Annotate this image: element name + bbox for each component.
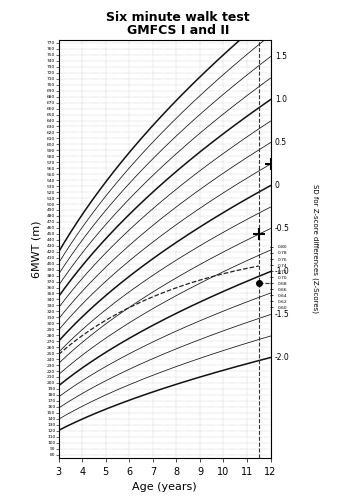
Text: 0.78: 0.78 (278, 252, 287, 256)
Text: 1.5: 1.5 (275, 52, 287, 61)
Text: -1.5: -1.5 (275, 310, 289, 319)
Text: 0.68: 0.68 (278, 282, 287, 286)
Text: 0.76: 0.76 (278, 258, 287, 262)
Text: 1.0: 1.0 (275, 95, 287, 104)
X-axis label: Age (years): Age (years) (132, 482, 197, 492)
Text: -2.0: -2.0 (275, 353, 289, 362)
Text: -0.5: -0.5 (275, 224, 289, 233)
Text: 0.72: 0.72 (278, 270, 287, 274)
Text: GMFCS I and II: GMFCS I and II (127, 24, 229, 37)
Y-axis label: 6MWT (m): 6MWT (m) (31, 220, 41, 278)
Text: 0.70: 0.70 (278, 276, 287, 280)
Y-axis label: SD for Z-score differences (Z-Scores): SD for Z-score differences (Z-Scores) (312, 184, 319, 314)
Text: 0.62: 0.62 (278, 300, 287, 304)
Text: Six minute walk test: Six minute walk test (106, 11, 250, 24)
Text: 0.60: 0.60 (278, 306, 287, 310)
Text: 0.5: 0.5 (275, 138, 287, 147)
Text: 0.74: 0.74 (278, 264, 287, 268)
Text: 0.64: 0.64 (278, 294, 287, 298)
Text: -1.0: -1.0 (275, 267, 289, 276)
Text: 0.66: 0.66 (278, 288, 287, 292)
Text: 0: 0 (275, 181, 279, 190)
Text: 0.80: 0.80 (278, 246, 287, 250)
